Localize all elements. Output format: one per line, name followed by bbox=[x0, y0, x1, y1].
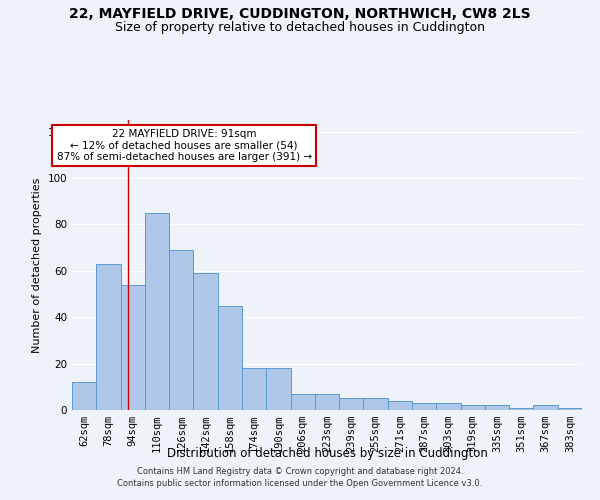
Bar bbox=[145, 213, 169, 410]
Text: Contains public sector information licensed under the Open Government Licence v3: Contains public sector information licen… bbox=[118, 478, 482, 488]
Text: Contains HM Land Registry data © Crown copyright and database right 2024.: Contains HM Land Registry data © Crown c… bbox=[137, 467, 463, 476]
Text: 22, MAYFIELD DRIVE, CUDDINGTON, NORTHWICH, CW8 2LS: 22, MAYFIELD DRIVE, CUDDINGTON, NORTHWIC… bbox=[69, 8, 531, 22]
Bar bbox=[485, 406, 509, 410]
Bar bbox=[436, 403, 461, 410]
Bar bbox=[169, 250, 193, 410]
Bar bbox=[193, 273, 218, 410]
Bar bbox=[218, 306, 242, 410]
Bar bbox=[533, 406, 558, 410]
Bar bbox=[509, 408, 533, 410]
Y-axis label: Number of detached properties: Number of detached properties bbox=[32, 178, 42, 352]
Text: Distribution of detached houses by size in Cuddington: Distribution of detached houses by size … bbox=[167, 448, 487, 460]
Bar bbox=[315, 394, 339, 410]
Bar bbox=[290, 394, 315, 410]
Bar bbox=[364, 398, 388, 410]
Bar bbox=[96, 264, 121, 410]
Bar bbox=[412, 403, 436, 410]
Bar bbox=[121, 284, 145, 410]
Bar bbox=[242, 368, 266, 410]
Bar bbox=[558, 408, 582, 410]
Bar bbox=[72, 382, 96, 410]
Bar bbox=[461, 406, 485, 410]
Text: Size of property relative to detached houses in Cuddington: Size of property relative to detached ho… bbox=[115, 21, 485, 34]
Bar bbox=[266, 368, 290, 410]
Bar bbox=[339, 398, 364, 410]
Bar bbox=[388, 400, 412, 410]
Text: 22 MAYFIELD DRIVE: 91sqm
← 12% of detached houses are smaller (54)
87% of semi-d: 22 MAYFIELD DRIVE: 91sqm ← 12% of detach… bbox=[56, 128, 312, 162]
